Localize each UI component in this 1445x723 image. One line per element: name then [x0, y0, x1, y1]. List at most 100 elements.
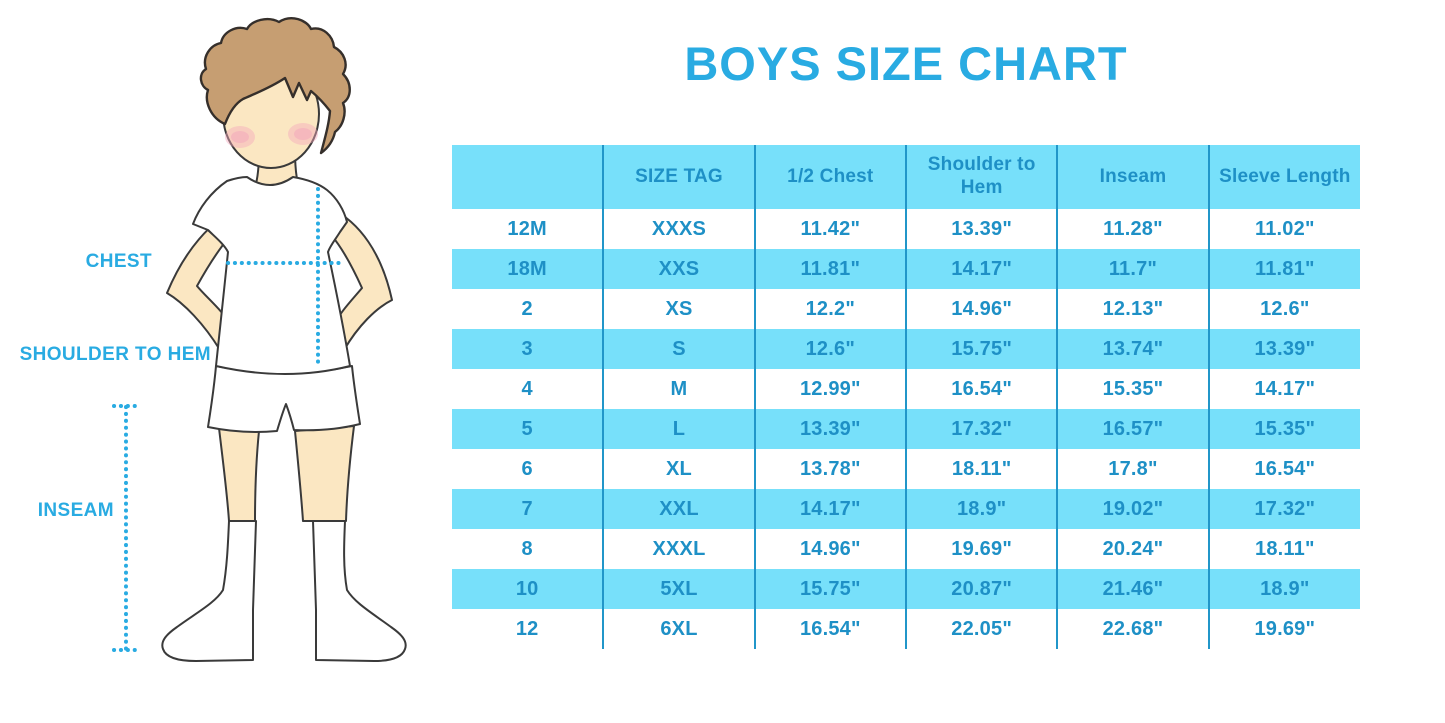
table-row: 12 6XL 16.54" 22.05" 22.68" 19.69" — [452, 609, 1360, 649]
value-cell: 14.96" — [904, 289, 1058, 329]
value-cell: 15.75" — [904, 329, 1058, 369]
value-cell: 18.9" — [1207, 569, 1360, 609]
header-cell-blank — [452, 145, 604, 209]
value-cell: 14.17" — [904, 249, 1058, 289]
size-cell: 12 — [515, 617, 539, 640]
page-title: BOYS SIZE CHART — [684, 37, 1128, 90]
value-cell: 18.11" — [904, 449, 1058, 489]
table-header: SIZE TAG 1/2 Chest Shoulder to Hem Insea… — [452, 145, 1360, 209]
value-cell: XS — [602, 289, 755, 329]
boy-left-blush-core — [231, 131, 249, 143]
value-cell: 13.39" — [904, 209, 1058, 249]
inseam-label: INSEAM — [37, 500, 114, 521]
value-cell: 14.17" — [1207, 369, 1360, 409]
value-cell: 14.96" — [753, 529, 906, 569]
value-cell: 13.39" — [1207, 329, 1360, 369]
value-cell: 12.6" — [1207, 289, 1360, 329]
size-cell: 4 — [521, 377, 533, 400]
value-cell: XXL — [602, 489, 755, 529]
value-cell: 11.81" — [753, 249, 906, 289]
boy-hair — [199, 17, 351, 155]
value-cell: 5XL — [602, 569, 755, 609]
chest-label: CHEST — [85, 251, 152, 272]
value-cell: 12.2" — [753, 289, 906, 329]
header-row: SIZE TAG 1/2 Chest Shoulder to Hem Insea… — [452, 145, 1360, 209]
value-cell: 16.57" — [1056, 409, 1209, 449]
value-cell: 13.39" — [753, 409, 906, 449]
boy-illustration — [112, 17, 407, 662]
table-row: 7 XXL 14.17" 18.9" 19.02" 17.32" — [452, 489, 1360, 529]
table-row: 18M XXS 11.81" 14.17" 11.7" 11.81" — [452, 249, 1360, 289]
value-cell: 21.46" — [1056, 569, 1209, 609]
value-cell: 17.32" — [1207, 489, 1360, 529]
value-cell: 12.99" — [753, 369, 906, 409]
header-cell-sleeve-length: Sleeve Length — [1207, 145, 1360, 209]
value-cell: 15.35" — [1207, 409, 1360, 449]
value-cell: S — [602, 329, 755, 369]
value-cell: 16.54" — [1207, 449, 1360, 489]
boy-right-blush-core — [294, 128, 312, 140]
shoulder-to-hem-label: SHOULDER TO HEM — [19, 344, 211, 365]
value-cell: 19.69" — [904, 529, 1058, 569]
header-cell-half-chest: 1/2 Chest — [753, 145, 906, 209]
value-cell: 15.75" — [753, 569, 906, 609]
value-cell: 15.35" — [1056, 369, 1209, 409]
boy-left-sock — [161, 520, 257, 662]
boy-left-leg — [218, 427, 260, 522]
value-cell: XL — [602, 449, 755, 489]
value-cell: 14.17" — [753, 489, 906, 529]
value-cell: 17.32" — [904, 409, 1058, 449]
size-cell: 7 — [452, 489, 604, 529]
table-row: 3 S 12.6" 15.75" 13.74" 13.39" — [452, 329, 1360, 369]
value-cell: 16.54" — [904, 369, 1058, 409]
value-cell: 20.24" — [1056, 529, 1209, 569]
value-cell: 22.05" — [904, 609, 1058, 649]
value-cell: 18.9" — [904, 489, 1058, 529]
table-row: 4 M 12.99" 16.54" 15.35" 14.17" — [452, 369, 1360, 409]
size-table-body: 12M XXXS 11.42" 13.39" 11.28" 11.02" 18M XXS 11.… — [452, 209, 1360, 649]
size-cell: 5 — [452, 409, 604, 449]
boy-figure — [161, 17, 407, 662]
value-cell: 13.78" — [753, 449, 906, 489]
size-cell: 18M — [452, 249, 604, 289]
header-cell-inseam: Inseam — [1056, 145, 1209, 209]
value-cell: 13.74" — [1056, 329, 1209, 369]
size-chart-table: SIZE TAG 1/2 Chest Shoulder to Hem Insea… — [452, 145, 1360, 649]
value-cell: 11.02" — [1207, 209, 1360, 249]
value-cell: 11.42" — [753, 209, 906, 249]
table-row: 8 XXXL 14.96" 19.69" 20.24" 18.11" — [452, 529, 1360, 569]
value-cell: 16.54" — [753, 609, 906, 649]
boy-shorts — [207, 365, 361, 433]
value-cell: XXS — [602, 249, 755, 289]
value-cell: 12.6" — [753, 329, 906, 369]
table-row: 10 5XL 15.75" 20.87" 21.46" 18.9" — [452, 569, 1360, 609]
value-cell: XXXS — [602, 209, 755, 249]
size-cell: 12M — [507, 217, 547, 240]
value-cell: 19.02" — [1056, 489, 1209, 529]
value-cell: 6XL — [602, 609, 755, 649]
value-cell: 11.81" — [1207, 249, 1360, 289]
table-row: 2 XS 12.2" 14.96" 12.13" 12.6" — [452, 289, 1360, 329]
table-row: 12M XXXS 11.42" 13.39" 11.28" 11.02" — [452, 209, 1360, 249]
size-cell: 10 — [452, 569, 604, 609]
value-cell: 11.7" — [1056, 249, 1209, 289]
value-cell: 18.11" — [1207, 529, 1360, 569]
boy-right-sock — [312, 520, 407, 662]
size-cell: 8 — [521, 537, 533, 560]
value-cell: L — [602, 409, 755, 449]
value-cell: 19.69" — [1207, 609, 1360, 649]
size-cell: 6 — [521, 457, 533, 480]
value-cell: 11.28" — [1056, 209, 1209, 249]
size-cell: 2 — [521, 297, 533, 320]
value-cell: 17.8" — [1056, 449, 1209, 489]
value-cell: 20.87" — [904, 569, 1058, 609]
measurement-lines — [112, 187, 347, 652]
value-cell: M — [602, 369, 755, 409]
boy-right-leg — [294, 425, 355, 522]
size-cell: 3 — [452, 329, 604, 369]
value-cell: 22.68" — [1056, 609, 1209, 649]
table-row: 6 XL 13.78" 18.11" 17.8" 16.54" — [452, 449, 1360, 489]
value-cell: 12.13" — [1056, 289, 1209, 329]
boy-shirt — [192, 176, 351, 375]
